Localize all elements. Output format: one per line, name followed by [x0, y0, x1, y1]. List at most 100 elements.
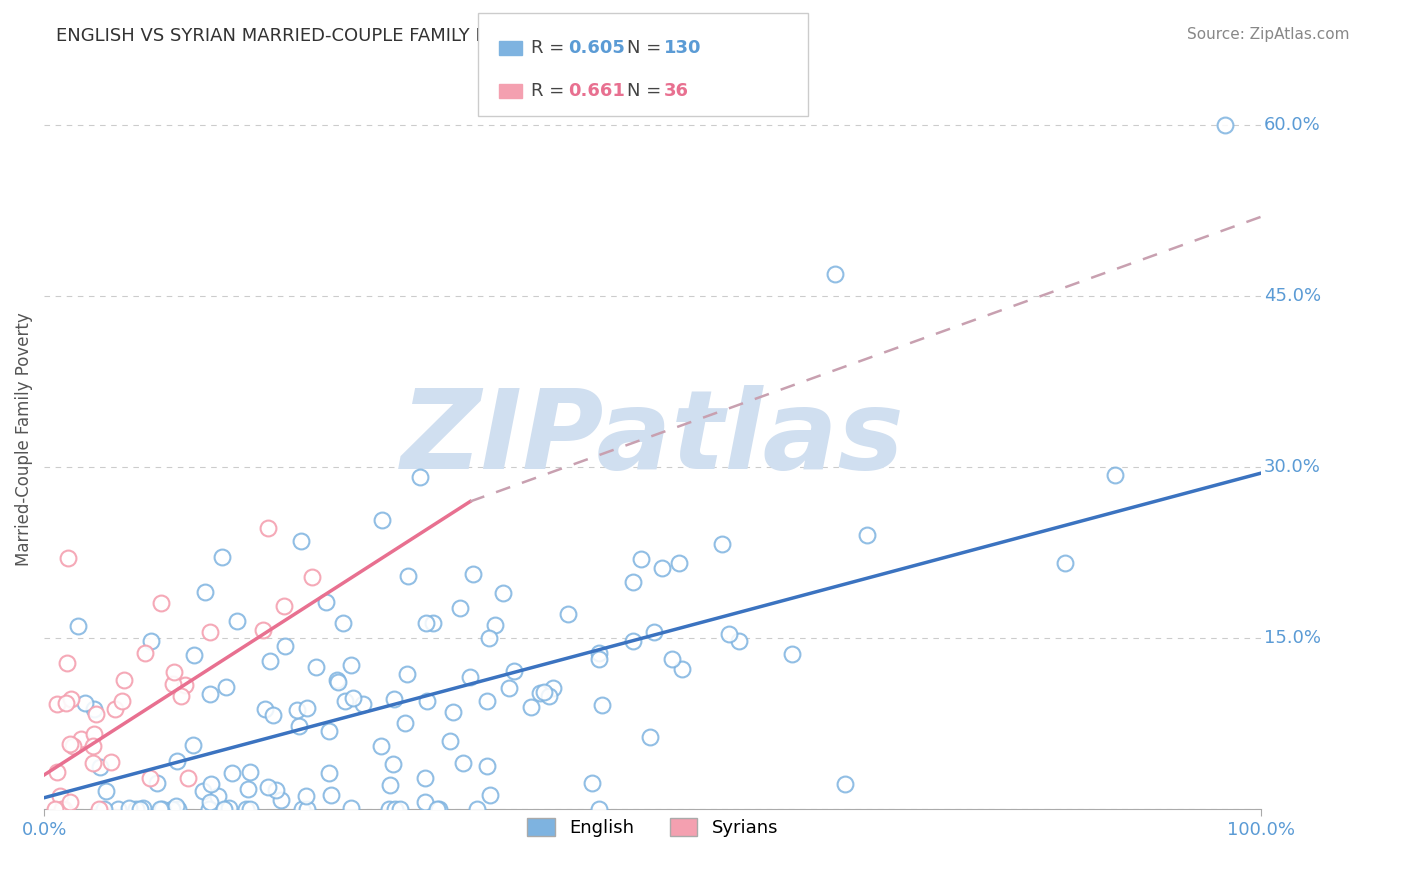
- Point: [416, 694, 439, 708]
- Point: [56, 656, 79, 670]
- Point: [152, 802, 174, 816]
- Legend: English, Syrians: English, Syrians: [520, 811, 786, 845]
- Point: [112, 673, 135, 687]
- Point: [211, 550, 233, 565]
- Point: [591, 698, 613, 713]
- Point: [1104, 467, 1126, 482]
- Point: [422, 616, 444, 631]
- Point: [83, 702, 105, 716]
- Point: [89, 759, 111, 773]
- Point: [198, 624, 221, 639]
- Text: 60.0%: 60.0%: [1264, 117, 1320, 135]
- Point: [254, 702, 277, 716]
- Point: [139, 633, 162, 648]
- Text: 0.661: 0.661: [568, 82, 624, 100]
- Point: [170, 689, 193, 703]
- Point: [1054, 556, 1077, 570]
- Point: [352, 697, 374, 711]
- Point: [856, 528, 879, 542]
- Point: [541, 681, 564, 695]
- Point: [235, 802, 257, 816]
- Point: [212, 802, 235, 816]
- Point: [69, 731, 91, 746]
- Point: [326, 674, 349, 689]
- Point: [225, 614, 247, 628]
- Point: [415, 616, 437, 631]
- Point: [643, 624, 665, 639]
- Point: [342, 690, 364, 705]
- Point: [285, 703, 308, 717]
- Point: [45, 765, 67, 780]
- Point: [131, 800, 153, 814]
- Point: [449, 600, 471, 615]
- Point: [384, 802, 406, 816]
- Point: [183, 648, 205, 662]
- Point: [671, 662, 693, 676]
- Point: [315, 595, 337, 609]
- Point: [291, 802, 314, 816]
- Point: [557, 607, 579, 622]
- Text: ZIPatlas: ZIPatlas: [401, 385, 904, 492]
- Point: [413, 771, 436, 785]
- Point: [239, 764, 262, 779]
- Point: [100, 755, 122, 769]
- Text: N =: N =: [627, 82, 666, 100]
- Point: [83, 726, 105, 740]
- Point: [55, 696, 77, 710]
- Point: [318, 765, 340, 780]
- Point: [1213, 119, 1236, 133]
- Point: [451, 756, 474, 770]
- Point: [287, 719, 309, 733]
- Point: [148, 802, 170, 816]
- Point: [49, 789, 72, 803]
- Point: [415, 795, 437, 809]
- Point: [717, 626, 740, 640]
- Point: [193, 584, 215, 599]
- Text: 130: 130: [664, 39, 702, 57]
- Point: [520, 699, 543, 714]
- Point: [529, 686, 551, 700]
- Point: [197, 802, 219, 816]
- Point: [661, 651, 683, 665]
- Point: [651, 561, 673, 575]
- Point: [174, 678, 197, 692]
- Point: [477, 693, 499, 707]
- Point: [588, 646, 610, 660]
- Point: [146, 776, 169, 790]
- Point: [824, 267, 846, 281]
- Point: [465, 802, 488, 816]
- Point: [621, 634, 644, 648]
- Point: [458, 670, 481, 684]
- Point: [396, 569, 419, 583]
- Point: [326, 673, 349, 687]
- Point: [581, 776, 603, 790]
- Point: [668, 557, 690, 571]
- Point: [321, 788, 343, 802]
- Point: [166, 754, 188, 768]
- Point: [82, 739, 104, 753]
- Point: [207, 789, 229, 803]
- Point: [301, 570, 323, 584]
- Point: [728, 634, 751, 648]
- Point: [381, 757, 404, 772]
- Point: [59, 795, 82, 809]
- Point: [257, 521, 280, 535]
- Point: [53, 802, 76, 816]
- Point: [533, 685, 555, 699]
- Point: [295, 700, 318, 714]
- Point: [212, 802, 235, 816]
- Point: [264, 783, 287, 797]
- Point: [150, 596, 173, 610]
- Point: [426, 802, 449, 816]
- Point: [215, 680, 238, 694]
- Text: 15.0%: 15.0%: [1264, 629, 1320, 648]
- Point: [478, 631, 501, 645]
- Point: [335, 694, 357, 708]
- Point: [191, 784, 214, 798]
- Point: [162, 677, 184, 691]
- Point: [125, 802, 148, 816]
- Point: [491, 586, 513, 600]
- Point: [66, 619, 89, 633]
- Point: [75, 696, 97, 710]
- Text: 0.605: 0.605: [568, 39, 624, 57]
